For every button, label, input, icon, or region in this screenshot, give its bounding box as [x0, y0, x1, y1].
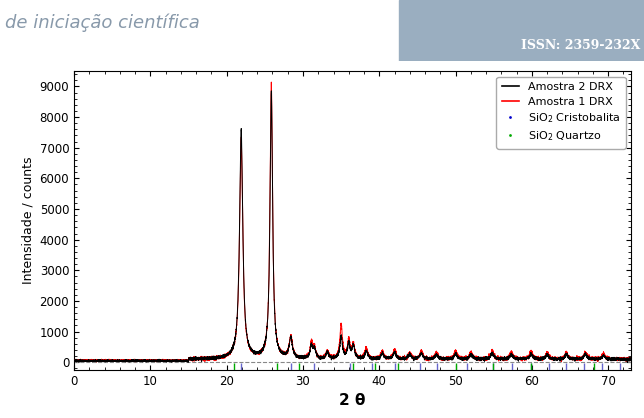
Amostra 1 DRX [99, 358, 107, 363]
Text: ISSN: 2359-232X: ISSN: 2359-232X [522, 39, 641, 52]
Amostra 2 DRX [70, 358, 78, 363]
Amostra 2 DRX [267, 88, 275, 93]
Amostra 1 DRX [292, 352, 299, 357]
Amostra 2 DRX [292, 352, 299, 357]
Y-axis label: Intensidade / counts: Intensidade / counts [21, 157, 34, 284]
Amostra 2 DRX [340, 350, 348, 355]
Legend: Amostra 2 DRX, Amostra 1 DRX, SiO$_2$ Cristobalita, SiO$_2$ Quartzo: Amostra 2 DRX, Amostra 1 DRX, SiO$_2$ Cr… [497, 76, 625, 149]
Amostra 1 DRX [447, 357, 455, 362]
Amostra 1 DRX [216, 356, 224, 361]
X-axis label: 2 θ: 2 θ [339, 393, 366, 408]
Amostra 1 DRX [281, 351, 289, 356]
Line: Amostra 2 DRX: Amostra 2 DRX [74, 91, 631, 362]
Amostra 2 DRX [184, 360, 192, 365]
Amostra 1 DRX [70, 358, 78, 363]
Amostra 2 DRX [281, 350, 289, 355]
Amostra 1 DRX [627, 356, 635, 361]
Amostra 2 DRX [216, 355, 224, 360]
Bar [399, 0, 644, 61]
Amostra 2 DRX [99, 358, 107, 363]
Amostra 1 DRX [340, 347, 348, 352]
Amostra 2 DRX [447, 356, 455, 361]
Text: de iniciação científica: de iniciação científica [5, 14, 200, 32]
Amostra 1 DRX [267, 79, 275, 84]
Line: Amostra 1 DRX: Amostra 1 DRX [74, 82, 631, 362]
Amostra 2 DRX [627, 357, 635, 362]
Amostra 1 DRX [93, 359, 100, 364]
